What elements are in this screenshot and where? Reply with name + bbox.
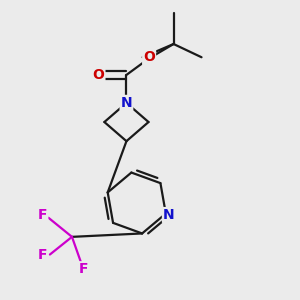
Text: N: N [121, 96, 132, 110]
Text: O: O [143, 50, 155, 64]
Text: F: F [38, 208, 47, 222]
Text: F: F [38, 248, 47, 262]
Text: N: N [163, 208, 175, 222]
Text: F: F [79, 262, 88, 276]
Text: O: O [92, 68, 104, 82]
